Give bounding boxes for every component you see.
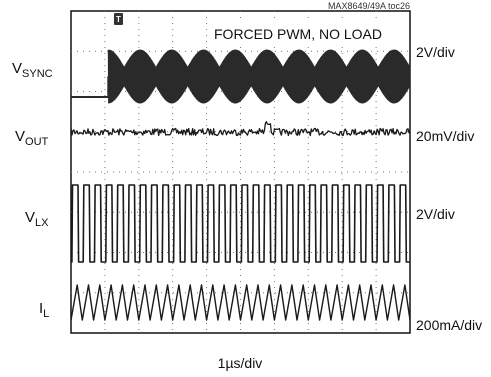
series-label-il: IL [39,300,49,320]
scale-label-vlx: 2V/div [416,206,455,222]
series-label-vsync: VSYNC [12,60,53,80]
title-backdrop [208,23,386,44]
trigger-marker: T [114,13,123,25]
series-label-vout: VOUT [15,128,49,148]
series-label-il-sub: L [43,308,49,320]
x-axis-label: 1µs/div [218,355,263,371]
trace-vlx [71,184,410,263]
series-label-il-base: I [39,300,43,317]
series-label-vlx: VLX [25,209,49,229]
figure-ref: MAX8649/49A toc26 [328,1,410,11]
trigger-marker-label: T [116,15,121,24]
series-label-vlx-base: V [25,209,35,226]
series-label-vsync-sub: SYNC [22,68,53,80]
trigger-marker-box [114,13,123,25]
chart-title: FORCED PWM, NO LOAD [214,26,382,42]
scale-label-il: 200mA/div [416,317,482,333]
series-label-vout-base: V [15,128,25,145]
trace-vout [70,121,411,137]
series-label-vout-sub: OUT [25,136,49,148]
trace-vsync [107,49,411,104]
trace-il [70,284,411,321]
scale-label-vout: 20mV/div [416,128,474,144]
scale-label-vsync: 2V/div [416,44,455,60]
series-label-vlx-sub: LX [35,217,49,229]
series-label-vsync-base: V [12,60,22,77]
traces [70,49,411,321]
